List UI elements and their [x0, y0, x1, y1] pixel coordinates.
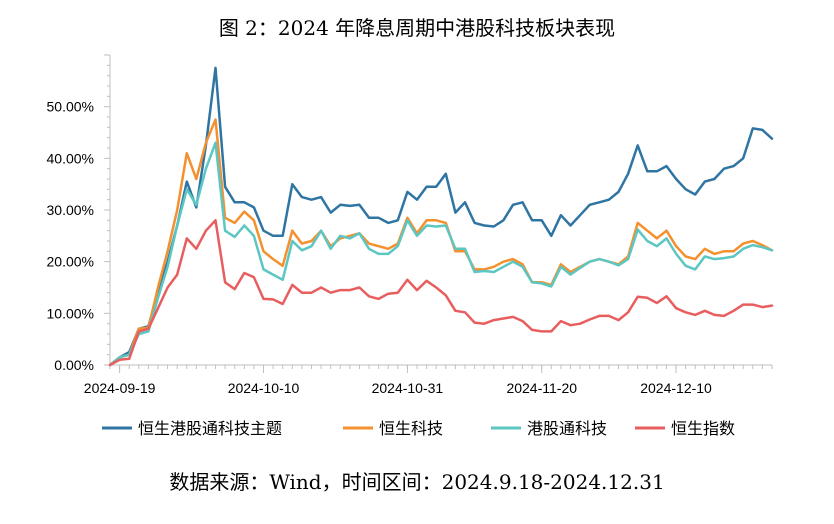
legend-label: 恒生指数 — [671, 419, 735, 438]
y-axis: 0.00% 10.00% 20.00% 30.00% 40.00% 50.00% — [47, 54, 111, 373]
series-line-3 — [108, 219, 774, 367]
legend-item-2[interactable]: 港股通科技 — [491, 419, 607, 438]
legend-label: 恒生科技 — [379, 419, 443, 438]
chart-title: 图 2：2024 年降息周期中港股科技板块表现 — [218, 16, 616, 40]
series-line-0 — [108, 66, 774, 367]
y-tick-label: 20.00% — [47, 254, 94, 270]
y-tick-label: 40.00% — [47, 150, 94, 166]
legend-item-3[interactable]: 恒生指数 — [635, 419, 735, 438]
series-line-2 — [108, 141, 774, 367]
x-tick-label: 2024-10-31 — [372, 380, 444, 396]
data-source-note: 数据来源：Wind，时间区间：2024.9.18-2024.12.31 — [169, 470, 665, 494]
x-tick-label: 2024-12-10 — [640, 380, 712, 396]
legend-label: 港股通科技 — [527, 419, 607, 438]
x-tick-label: 2024-09-19 — [84, 380, 156, 396]
y-tick-label: 50.00% — [47, 99, 94, 115]
legend-item-0[interactable]: 恒生港股通科技主题 — [102, 419, 282, 438]
y-tick-label: 30.00% — [47, 202, 94, 218]
y-tick-label: 10.00% — [47, 305, 94, 321]
legend-label: 恒生港股通科技主题 — [138, 419, 282, 438]
x-tick-label: 2024-11-20 — [506, 380, 577, 396]
y-tick-label: 0.00% — [54, 357, 94, 373]
series-layer — [108, 66, 774, 367]
legend: 恒生港股通科技主题 恒生科技 港股通科技 恒生指数 — [102, 419, 735, 438]
legend-item-1[interactable]: 恒生科技 — [343, 419, 443, 438]
series-line-1 — [108, 118, 774, 367]
x-axis: 2024-09-19 2024-10-10 2024-10-31 2024-11-20… — [84, 364, 773, 396]
x-tick-label: 2024-10-10 — [228, 380, 300, 396]
